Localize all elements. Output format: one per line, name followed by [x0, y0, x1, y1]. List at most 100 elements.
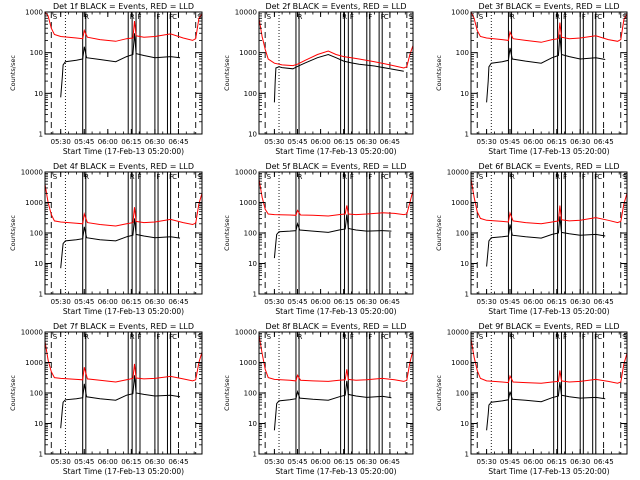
x-axis-label: Start Time (17-Feb-13 05:20:00)	[63, 307, 184, 316]
x-tick-label: 05:30	[477, 298, 497, 306]
x-tick-label: 06:00	[98, 458, 118, 466]
x-tick-label: 06:45	[380, 458, 400, 466]
y-tick-label: 10	[460, 260, 469, 268]
y-tick-label: 10000	[235, 329, 257, 337]
x-axis-label: Start Time (17-Feb-13 05:20:00)	[275, 307, 396, 316]
y-tick-label: 10000	[235, 9, 257, 17]
x-tick-label: 05:45	[287, 458, 307, 466]
y-tick-label: 1000	[25, 359, 43, 367]
x-tick-label: 06:30	[145, 138, 165, 146]
series-line-lld	[45, 12, 202, 42]
x-tick-label: 06:00	[311, 138, 331, 146]
panel-title: Det 1f BLACK = Events, RED = LLD	[53, 2, 194, 11]
y-tick-label: 100	[30, 230, 43, 238]
event-marker-label: R	[84, 173, 89, 181]
x-tick-label: 06:45	[168, 298, 188, 306]
x-tick-label: 05:30	[264, 458, 284, 466]
detector-panel-4: Det 4f BLACK = Events, RED = LLD Counts/s…	[9, 162, 203, 316]
x-tick-label: 05:30	[51, 138, 71, 146]
event-marker-label: R	[510, 13, 515, 21]
x-tick-label: 06:45	[594, 458, 614, 466]
series-line-events	[486, 34, 606, 103]
x-tick-label: 05:30	[264, 298, 284, 306]
x-tick-label: 05:45	[74, 138, 94, 146]
y-tick-label: 10	[34, 420, 43, 428]
y-axis-label: Counts/sec	[223, 375, 231, 411]
y-tick-label: 1	[39, 131, 43, 139]
series-line-events	[60, 218, 181, 269]
y-tick-label: 100	[244, 90, 257, 98]
event-marker-label: R	[84, 333, 89, 341]
detector-panel-1: Det 1f BLACK = Events, RED = LLD Counts/s…	[9, 2, 203, 156]
y-tick-label: 10	[248, 131, 257, 139]
y-tick-label: 1	[465, 451, 469, 459]
detector-panel-3: Det 3f BLACK = Events, RED = LLD Counts/s…	[435, 2, 628, 156]
event-marker-label: C	[597, 13, 602, 21]
detector-panel-7: Det 7f BLACK = Events, RED = LLD Counts/s…	[9, 322, 203, 476]
x-tick-label: 06:00	[98, 138, 118, 146]
y-tick-label: 100	[244, 390, 257, 398]
y-tick-label: 1	[253, 291, 257, 299]
event-marker-label: C	[172, 333, 177, 341]
event-marker-label: S	[53, 173, 58, 181]
y-axis-label: Counts/sec	[9, 375, 17, 411]
x-tick-label: 06:15	[334, 138, 354, 146]
detector-panel-9: Det 9f BLACK = Events, RED = LLD Counts/s…	[435, 322, 628, 476]
x-tick-label: 06:15	[121, 458, 141, 466]
x-axis-label: Start Time (17-Feb-13 05:20:00)	[488, 307, 609, 316]
panel-title: Det 6f BLACK = Events, RED = LLD	[478, 162, 619, 171]
series-line-events	[273, 380, 392, 431]
series-line-lld	[471, 178, 627, 225]
y-tick-label: 1000	[25, 9, 43, 17]
x-tick-label: 06:00	[311, 298, 331, 306]
x-tick-label: 06:30	[570, 138, 590, 146]
series-line-events	[60, 33, 181, 98]
series-line-lld	[259, 178, 413, 217]
event-marker-label: S	[479, 173, 484, 181]
x-tick-label: 06:45	[168, 458, 188, 466]
y-tick-label: 10	[248, 260, 257, 268]
x-tick-label: 06:30	[570, 298, 590, 306]
event-marker-label: C	[172, 173, 177, 181]
x-tick-label: 05:45	[287, 138, 307, 146]
series-line-events	[60, 375, 181, 429]
x-axis-label: Start Time (17-Feb-13 05:20:00)	[275, 147, 396, 156]
y-tick-label: 1000	[239, 199, 257, 207]
event-marker-label: C	[172, 13, 177, 21]
panel-title: Det 5f BLACK = Events, RED = LLD	[265, 162, 406, 171]
x-tick-label: 06:45	[594, 138, 614, 146]
series-line-lld	[259, 334, 413, 382]
series-line-lld	[45, 184, 202, 227]
x-tick-label: 06:30	[357, 458, 377, 466]
panel-title: Det 2f BLACK = Events, RED = LLD	[265, 2, 406, 11]
event-marker-label: S	[53, 333, 58, 341]
x-axis-label: Start Time (17-Feb-13 05:20:00)	[488, 147, 609, 156]
x-tick-label: 05:45	[74, 298, 94, 306]
y-tick-label: 1000	[239, 359, 257, 367]
x-tick-label: 05:30	[51, 298, 71, 306]
detector-panel-8: Det 8f BLACK = Events, RED = LLD Counts/s…	[223, 322, 414, 476]
x-axis-label: Start Time (17-Feb-13 05:20:00)	[63, 467, 184, 476]
event-marker-label: S	[267, 333, 272, 341]
x-tick-label: 06:30	[145, 298, 165, 306]
y-axis-label: Counts/sec	[435, 215, 443, 251]
y-tick-label: 1000	[451, 9, 469, 17]
x-tick-label: 05:30	[477, 138, 497, 146]
x-tick-label: 05:45	[74, 458, 94, 466]
y-tick-label: 100	[456, 390, 469, 398]
y-axis-label: Counts/sec	[435, 55, 443, 91]
x-tick-label: 06:30	[145, 458, 165, 466]
event-marker-label: R	[510, 173, 515, 181]
x-tick-label: 06:45	[380, 298, 400, 306]
series-line-events	[273, 214, 392, 259]
y-tick-label: 10000	[447, 169, 469, 177]
detector-panel-6: Det 6f BLACK = Events, RED = LLD Counts/s…	[435, 162, 628, 316]
panel-title: Det 3f BLACK = Events, RED = LLD	[478, 2, 619, 11]
series-line-lld	[471, 338, 627, 384]
event-marker-label: S	[408, 13, 413, 21]
y-tick-label: 1	[39, 291, 43, 299]
x-tick-label: 06:15	[547, 298, 567, 306]
panel-title: Det 9f BLACK = Events, RED = LLD	[478, 322, 619, 331]
panel-title: Det 7f BLACK = Events, RED = LLD	[53, 322, 194, 331]
